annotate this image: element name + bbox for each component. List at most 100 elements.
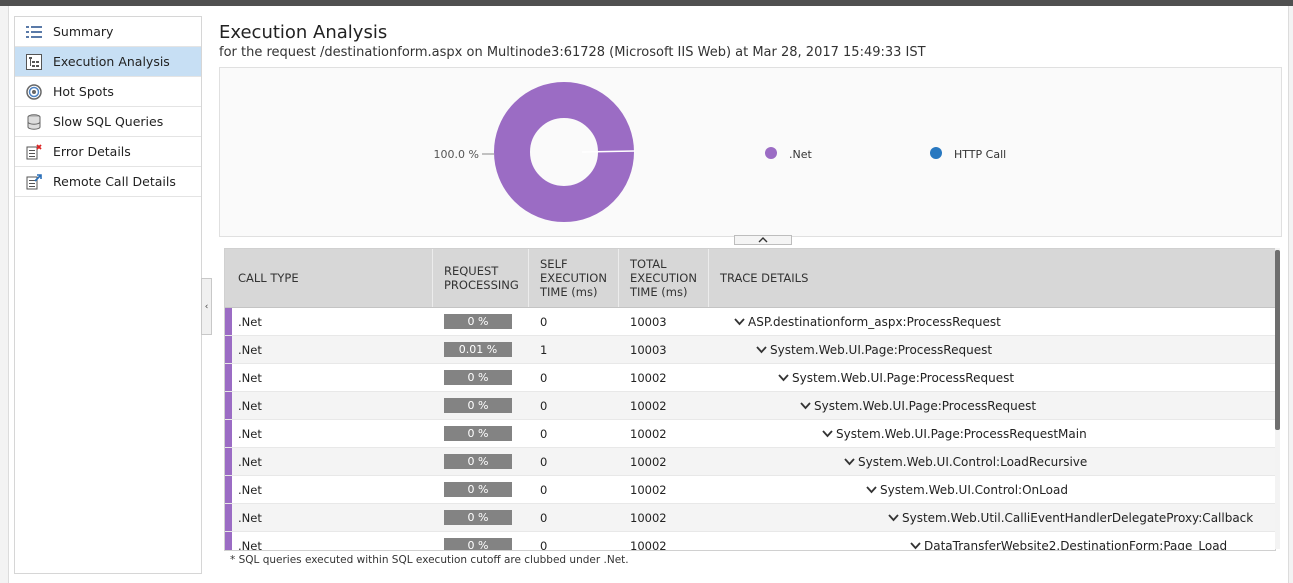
legend-label-http-call: HTTP Call — [954, 148, 1006, 161]
sidebar-nav: Summary Execution Analysis Hot Spots Slo… — [14, 16, 202, 574]
cell-self-time: 0 — [540, 510, 548, 525]
chart-data-label: 100.0 % — [434, 148, 479, 161]
trace-node[interactable]: System.Web.Util.CalliEventHandlerDelegat… — [887, 511, 1253, 525]
table-row[interactable]: .Net 0 % 0 10002 System.Web.UI.Control:LoadR… — [225, 448, 1275, 476]
table-row[interactable]: .Net 0 % 0 10002 DataTransferWebsite2.Destin… — [225, 532, 1275, 551]
table-scrollbar[interactable] — [1275, 248, 1280, 549]
processing-percent-badge: 0.01 % — [444, 342, 512, 357]
call-type-color-bar — [225, 504, 232, 531]
trace-method-name: System.Web.UI.Control:OnLoad — [880, 482, 1068, 497]
chart-collapse-button[interactable] — [734, 235, 792, 245]
trace-method-name: System.Web.UI.Page:ProcessRequest — [792, 370, 1015, 385]
processing-percent-badge: 0 % — [444, 538, 512, 550]
execution-chart-panel: 100.0 % .Net HTTP Call — [219, 67, 1282, 237]
header-self-execution-time[interactable]: SELF EXECUTION TIME (ms) — [529, 249, 619, 307]
cell-total-time: 10002 — [630, 482, 667, 497]
processing-percent-badge: 0 % — [444, 510, 512, 525]
sidebar-item-label: Hot Spots — [53, 84, 114, 99]
list-icon — [26, 24, 42, 40]
call-type-color-bar — [225, 308, 232, 335]
header-total-execution-time[interactable]: TOTAL EXECUTION TIME (ms) — [619, 249, 709, 307]
cell-request-processing: 0 % — [433, 532, 529, 550]
legend-marker-http-call — [930, 147, 942, 159]
table-header: CALL TYPE REQUEST PROCESSING SELF EXECUT… — [225, 249, 1275, 308]
table-row[interactable]: .Net 0 % 0 10002 System.Web.Util.CalliEventH… — [225, 504, 1275, 532]
table-row[interactable]: .Net 0 % 0 10002 System.Web.UI.Page:ProcessR… — [225, 364, 1275, 392]
chevron-down-icon[interactable] — [755, 345, 768, 354]
chevron-down-icon[interactable] — [799, 401, 812, 410]
header-call-type[interactable]: CALL TYPE — [225, 249, 433, 307]
cell-call-type: .Net — [238, 482, 262, 497]
sidebar-item-execution-analysis[interactable]: Execution Analysis — [15, 47, 201, 77]
table-row[interactable]: .Net 0 % 0 10002 System.Web.UI.Page:ProcessR… — [225, 392, 1275, 420]
chevron-down-icon[interactable] — [777, 373, 790, 382]
trace-node[interactable]: System.Web.UI.Control:LoadRecursive — [843, 455, 1087, 469]
header-request-processing[interactable]: REQUEST PROCESSING — [433, 249, 529, 307]
trace-node[interactable]: ASP.destinationform_aspx:ProcessRequest — [733, 315, 1001, 329]
sidebar-collapse-toggle[interactable]: ‹ — [201, 278, 212, 335]
cell-call-type: .Net — [238, 314, 262, 329]
cell-request-processing: 0 % — [433, 392, 529, 419]
trace-method-name: System.Web.Util.CalliEventHandlerDelegat… — [902, 510, 1254, 525]
cell-trace-details: System.Web.UI.Page:ProcessRequest — [709, 392, 1275, 419]
sidebar-item-error-details[interactable]: Error Details — [15, 137, 201, 167]
cell-call-type: .Net — [238, 538, 262, 551]
call-type-color-bar — [225, 336, 232, 363]
page-title: Execution Analysis — [219, 22, 388, 43]
page-subtitle: for the request /destinationform.aspx on… — [219, 45, 926, 60]
table-row[interactable]: .Net 0 % 0 10003 ASP.destinationform_aspx:Pr… — [225, 308, 1275, 336]
header-trace-details[interactable]: TRACE DETAILS — [720, 271, 809, 285]
remote-doc-icon — [26, 173, 42, 190]
chevron-down-icon[interactable] — [821, 429, 834, 438]
cell-total-time: 10002 — [630, 398, 667, 413]
target-icon — [26, 83, 42, 100]
call-type-color-bar — [225, 420, 232, 447]
chevron-down-icon[interactable] — [733, 317, 746, 326]
table-row[interactable]: .Net 0.01 % 1 10003 System.Web.UI.Page:Proce… — [225, 336, 1275, 364]
cell-total-time: 10002 — [630, 426, 667, 441]
table-row[interactable]: .Net 0 % 0 10002 System.Web.UI.Page:ProcessR… — [225, 420, 1275, 448]
trace-node[interactable]: System.Web.UI.Page:ProcessRequest — [799, 399, 1036, 413]
left-frame-border — [0, 6, 9, 583]
legend-marker-net — [765, 147, 777, 159]
legend-item-net[interactable]: .Net — [765, 147, 812, 161]
call-type-color-bar — [225, 476, 232, 503]
sidebar-item-hot-spots[interactable]: Hot Spots — [15, 77, 201, 107]
scrollbar-thumb[interactable] — [1275, 250, 1280, 430]
cell-total-time: 10002 — [630, 370, 667, 385]
cell-self-time: 0 — [540, 398, 548, 413]
cell-trace-details: System.Web.UI.Page:ProcessRequestMain — [709, 420, 1275, 447]
trace-node[interactable]: System.Web.UI.Page:ProcessRequestMain — [821, 427, 1087, 441]
trace-node[interactable]: System.Web.UI.Page:ProcessRequest — [755, 343, 992, 357]
table-row[interactable]: .Net 0 % 0 10002 System.Web.UI.Control:OnLoa… — [225, 476, 1275, 504]
sidebar-item-remote-call-details[interactable]: Remote Call Details — [15, 167, 201, 197]
trace-method-name: System.Web.UI.Page:ProcessRequest — [814, 398, 1037, 413]
chevron-down-icon[interactable] — [887, 513, 900, 522]
cell-call-type: .Net — [238, 454, 262, 469]
trace-method-name: System.Web.UI.Page:ProcessRequestMain — [836, 426, 1087, 441]
trace-node[interactable]: DataTransferWebsite2.DestinationForm:Pag… — [909, 539, 1227, 550]
trace-node[interactable]: System.Web.UI.Page:ProcessRequest — [777, 371, 1014, 385]
processing-percent-badge: 0 % — [444, 454, 512, 469]
chevron-down-icon[interactable] — [909, 541, 922, 550]
call-type-color-bar — [225, 532, 232, 550]
sidebar-item-summary[interactable]: Summary — [15, 17, 201, 47]
cell-trace-details: DataTransferWebsite2.DestinationForm:Pag… — [709, 532, 1275, 550]
cell-request-processing: 0 % — [433, 448, 529, 475]
processing-percent-badge: 0 % — [444, 426, 512, 441]
cell-total-time: 10002 — [630, 510, 667, 525]
legend-label-net: .Net — [789, 148, 812, 161]
trace-method-name: ASP.destinationform_aspx:ProcessRequest — [748, 314, 1001, 329]
sidebar-item-slow-sql-queries[interactable]: Slow SQL Queries — [15, 107, 201, 137]
chevron-down-icon[interactable] — [865, 485, 878, 494]
legend-item-http-call[interactable]: HTTP Call — [930, 147, 1006, 161]
chart-slice-boundary — [581, 150, 636, 153]
processing-percent-badge: 0 % — [444, 482, 512, 497]
sidebar-item-label: Slow SQL Queries — [53, 114, 164, 129]
trace-node[interactable]: System.Web.UI.Control:OnLoad — [865, 483, 1068, 497]
cell-call-type: .Net — [238, 398, 262, 413]
cell-call-type: .Net — [238, 342, 262, 357]
cell-request-processing: 0 % — [433, 420, 529, 447]
cell-total-time: 10002 — [630, 538, 667, 551]
chevron-down-icon[interactable] — [843, 457, 856, 466]
